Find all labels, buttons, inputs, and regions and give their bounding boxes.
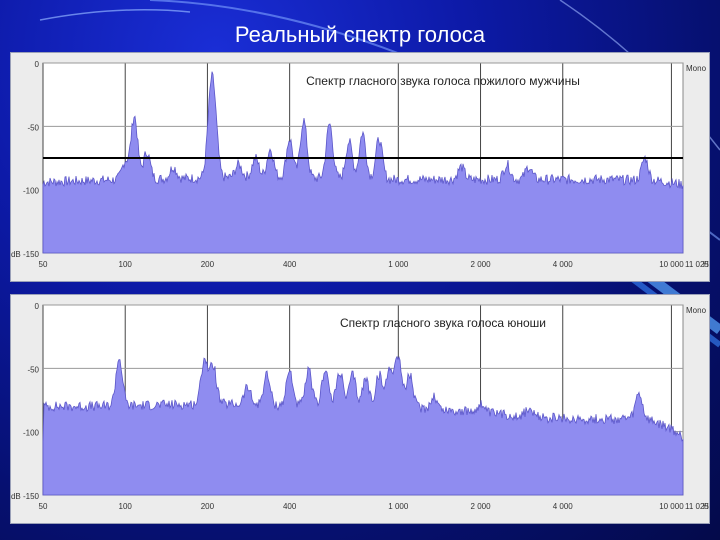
x-unit-label: Hz	[703, 502, 709, 511]
x-tick-label: 4 000	[553, 502, 574, 511]
channel-label: Mono	[686, 64, 707, 73]
y-tick-label: dB -150	[11, 250, 40, 259]
x-tick-label: 4 000	[553, 260, 574, 269]
x-tick-label: 1 000	[388, 502, 409, 511]
x-tick-label: 400	[283, 260, 297, 269]
spectrum-panel-young-man: 0 -50 -100 dB -150 50 100 200 400 1 000 2 000 4 00…	[10, 294, 710, 524]
x-tick-label: 100	[119, 502, 133, 511]
x-tick-label: 2 000	[471, 260, 492, 269]
x-tick-label: 10 000	[659, 502, 684, 511]
x-tick-label: 50	[39, 502, 48, 511]
y-tick-label: dB -150	[11, 492, 40, 501]
spectrum-panel-elderly-man: 0 -50 -100 dB -150 50 100 200 400 1 000 2 000 4 00…	[10, 52, 710, 282]
x-end-label: 11 025	[685, 502, 709, 511]
x-tick-label: 2 000	[471, 502, 492, 511]
y-tick-label: -100	[23, 187, 40, 196]
x-tick-label: 10 000	[659, 260, 684, 269]
chart-title: Спектр гласного звука голоса юноши	[340, 316, 546, 330]
x-tick-label: 400	[283, 502, 297, 511]
x-tick-label: 50	[39, 260, 48, 269]
y-tick-label: 0	[35, 60, 40, 69]
x-tick-label: 200	[201, 502, 215, 511]
x-tick-label: 100	[119, 260, 133, 269]
spectrum-area	[42, 71, 684, 254]
chart-title: Спектр гласного звука голоса пожилого му…	[306, 74, 580, 88]
x-end-label: 11 025	[685, 260, 709, 269]
y-tick-label: -50	[27, 365, 39, 374]
channel-label: Mono	[686, 306, 707, 315]
slide-title: Реальный спектр голоса	[234, 22, 486, 47]
x-tick-label: 1 000	[388, 260, 409, 269]
y-tick-label: -50	[27, 123, 39, 132]
y-tick-label: -100	[23, 429, 40, 438]
x-unit-label: Hz	[703, 260, 709, 269]
x-tick-label: 200	[201, 260, 215, 269]
spectrum-area	[42, 355, 684, 496]
y-tick-label: 0	[35, 302, 40, 311]
